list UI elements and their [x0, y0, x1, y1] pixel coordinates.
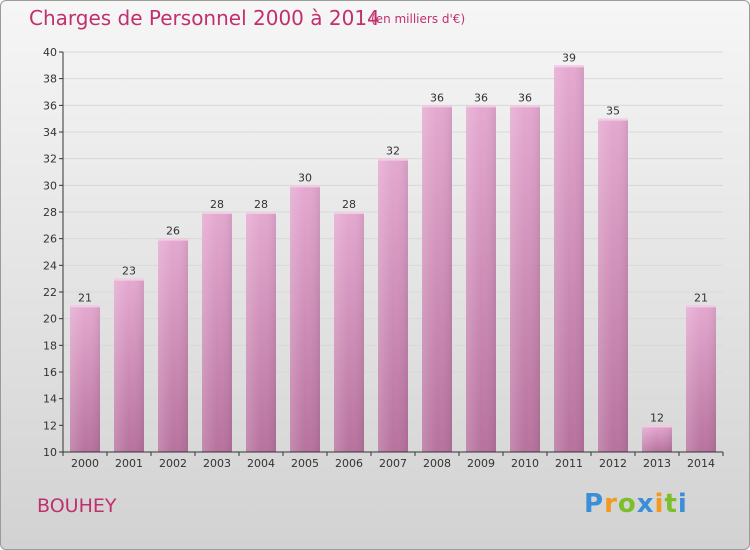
x-tick-label: 2000 — [71, 457, 99, 470]
data-label: 36 — [430, 91, 444, 104]
x-tick-label: 2013 — [643, 457, 671, 470]
data-label: 32 — [386, 145, 400, 158]
data-label: 36 — [474, 91, 488, 104]
x-tick-label: 2001 — [115, 457, 143, 470]
bar-top-highlight — [334, 212, 364, 214]
y-tick-label: 24 — [43, 259, 57, 272]
bar-top-highlight — [422, 105, 452, 108]
commune-name: BOUHEY — [37, 495, 117, 517]
data-label: 26 — [166, 225, 180, 238]
data-label: 39 — [562, 51, 576, 64]
bar-shade — [70, 305, 100, 452]
y-tick-label: 34 — [43, 126, 57, 139]
data-label: 28 — [342, 198, 356, 211]
bar-top-highlight — [70, 305, 100, 308]
bar-shade — [422, 105, 452, 452]
bar-shade — [510, 105, 540, 452]
x-tick-label: 2002 — [159, 457, 187, 470]
y-tick-label: 28 — [43, 206, 57, 219]
y-tick-label: 18 — [43, 339, 57, 352]
bar-shade — [686, 305, 716, 452]
bar-top-highlight — [378, 158, 408, 161]
logo-letter: i — [654, 489, 665, 519]
x-tick-label: 2009 — [467, 457, 495, 470]
data-label: 35 — [606, 105, 620, 118]
bar-shade — [642, 425, 672, 452]
x-tick-label: 2008 — [423, 457, 451, 470]
bar-shade — [246, 212, 276, 452]
bar-shade — [554, 65, 584, 452]
y-tick-label: 10 — [43, 446, 57, 459]
bar-top-highlight — [686, 305, 716, 308]
y-tick-label: 16 — [43, 366, 57, 379]
bar-top-highlight — [202, 212, 232, 214]
bar-shade — [334, 212, 364, 452]
bar-shade — [158, 238, 188, 452]
y-tick-label: 40 — [43, 46, 57, 59]
data-label: 28 — [210, 198, 224, 211]
data-label: 21 — [694, 291, 708, 304]
logo-letter: t — [664, 489, 678, 519]
bar-top-highlight — [158, 238, 188, 241]
logo-letter: P — [584, 489, 605, 519]
proxiti-logo[interactable]: Proxiti — [584, 489, 688, 519]
data-label: 12 — [650, 411, 664, 424]
bar-shade — [598, 118, 628, 453]
y-tick-label: 32 — [43, 153, 57, 166]
y-tick-label: 36 — [43, 99, 57, 112]
x-tick-label: 2004 — [247, 457, 275, 470]
y-tick-label: 26 — [43, 233, 57, 246]
y-tick-label: 30 — [43, 179, 57, 192]
data-label: 36 — [518, 91, 532, 104]
x-tick-label: 2011 — [555, 457, 583, 470]
x-tick-label: 2012 — [599, 457, 627, 470]
data-label: 23 — [122, 265, 136, 278]
x-tick-label: 2014 — [687, 457, 715, 470]
bar-top-highlight — [290, 185, 320, 188]
chart-title: Charges de Personnel 2000 à 2014 — [29, 6, 380, 30]
data-label: 21 — [78, 291, 92, 304]
y-tick-label: 20 — [43, 313, 57, 326]
bar-top-highlight — [466, 105, 496, 108]
x-tick-label: 2006 — [335, 457, 363, 470]
logo-letter: i — [677, 489, 688, 519]
bar-top-highlight — [114, 278, 144, 281]
x-tick-label: 2005 — [291, 457, 319, 470]
bar-shade — [466, 105, 496, 452]
bar-shade — [114, 278, 144, 452]
bar-shade — [202, 212, 232, 452]
y-tick-label: 14 — [43, 393, 57, 406]
bar-top-highlight — [510, 105, 540, 108]
bar-top-highlight — [246, 212, 276, 214]
bar-shade — [378, 158, 408, 452]
bar-top-highlight — [642, 425, 672, 428]
x-tick-label: 2010 — [511, 457, 539, 470]
logo-letter: r — [604, 489, 618, 519]
y-tick-label: 12 — [43, 419, 57, 432]
logo-letter: x — [636, 489, 655, 519]
data-label: 30 — [298, 171, 312, 184]
x-tick-label: 2007 — [379, 457, 407, 470]
bar-top-highlight — [598, 118, 628, 121]
chart-subtitle: (en milliers d'€) — [371, 12, 466, 26]
y-tick-label: 22 — [43, 286, 57, 299]
data-label: 28 — [254, 198, 268, 211]
bar-top-highlight — [554, 65, 584, 68]
logo-letter: o — [617, 489, 637, 519]
y-tick-label: 38 — [43, 73, 57, 86]
x-tick-label: 2003 — [203, 457, 231, 470]
bar-shade — [290, 185, 320, 453]
